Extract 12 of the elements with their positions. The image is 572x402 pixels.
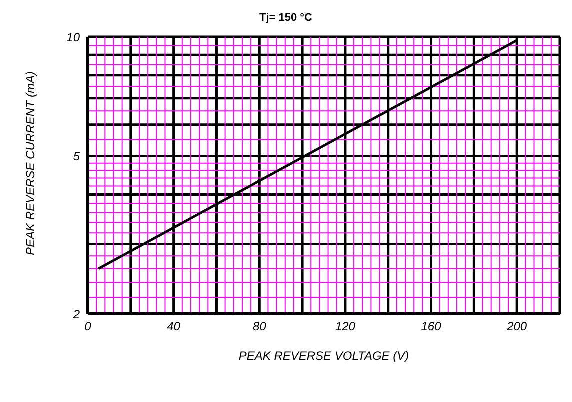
x-tick-label: 80: [252, 320, 267, 334]
x-axis-title: PEAK REVERSE VOLTAGE (V): [238, 349, 410, 363]
chart-title: Tj= 150 °C: [258, 12, 314, 24]
y-tick-label: 10: [66, 30, 80, 44]
x-tick-label: 200: [506, 320, 528, 334]
y-tick-label: 5: [73, 150, 80, 164]
x-tick-label: 120: [335, 320, 356, 334]
y-tick-label: 2: [72, 307, 80, 322]
x-tick-label: 0: [84, 320, 92, 334]
y-axis-title: PEAK REVERSE CURRENT (mA): [23, 71, 38, 256]
x-tick-label: 160: [421, 320, 442, 334]
x-tick-label: 40: [167, 320, 181, 334]
